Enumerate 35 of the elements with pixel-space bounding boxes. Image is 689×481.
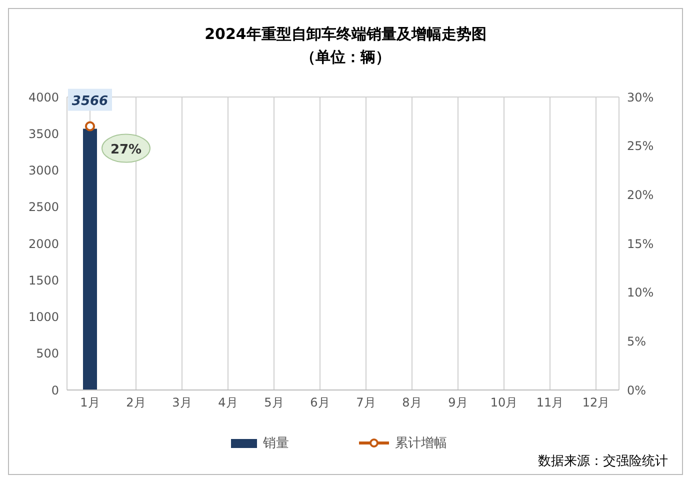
y2-tick-label: 25% bbox=[627, 139, 654, 154]
x-tick-label: 11月 bbox=[536, 396, 564, 410]
y2-tick-label: 15% bbox=[627, 236, 654, 251]
y-tick-label: 3000 bbox=[28, 164, 59, 178]
x-tick-label: 7月 bbox=[356, 396, 376, 410]
y-tick-label: 2000 bbox=[28, 236, 59, 251]
data-label: 27% bbox=[110, 142, 142, 158]
source-note: 数据来源：交强险统计 bbox=[538, 453, 668, 470]
y-tick-label: 2500 bbox=[28, 200, 59, 214]
legend-label: 累计增幅 bbox=[394, 435, 447, 452]
y2-tick-label: 5% bbox=[627, 334, 646, 348]
x-tick-label: 2月 bbox=[126, 396, 146, 410]
y-tick-label: 0 bbox=[51, 383, 59, 398]
y-tick-label: 4000 bbox=[28, 90, 59, 104]
x-tick-label: 9月 bbox=[448, 396, 468, 410]
x-tick-label: 3月 bbox=[172, 396, 192, 410]
y-tick-label: 1500 bbox=[28, 273, 59, 288]
y-tick-label: 500 bbox=[36, 346, 59, 361]
x-tick-label: 1月 bbox=[80, 396, 100, 410]
chart-subtitle: （单位：辆） bbox=[300, 48, 392, 67]
x-tick-label: 8月 bbox=[402, 396, 422, 410]
x-tick-label: 6月 bbox=[310, 396, 330, 410]
y2-tick-label: 20% bbox=[627, 188, 654, 202]
data-label: 3566 bbox=[72, 94, 108, 109]
x-tick-label: 5月 bbox=[264, 396, 284, 410]
x-tick-label: 12月 bbox=[582, 396, 610, 410]
y-tick-label: 3500 bbox=[28, 126, 59, 141]
x-tick-label: 4月 bbox=[218, 396, 238, 410]
y2-tick-label: 10% bbox=[627, 286, 654, 300]
x-tick-label: 10月 bbox=[490, 396, 518, 410]
legend-label: 销量 bbox=[262, 435, 289, 452]
y-tick-label: 1000 bbox=[28, 310, 59, 324]
chart-title: 2024年重型自卸车终端销量及增幅走势图 bbox=[204, 25, 488, 44]
y2-tick-label: 30% bbox=[627, 90, 654, 104]
y2-tick-label: 0% bbox=[627, 383, 646, 398]
